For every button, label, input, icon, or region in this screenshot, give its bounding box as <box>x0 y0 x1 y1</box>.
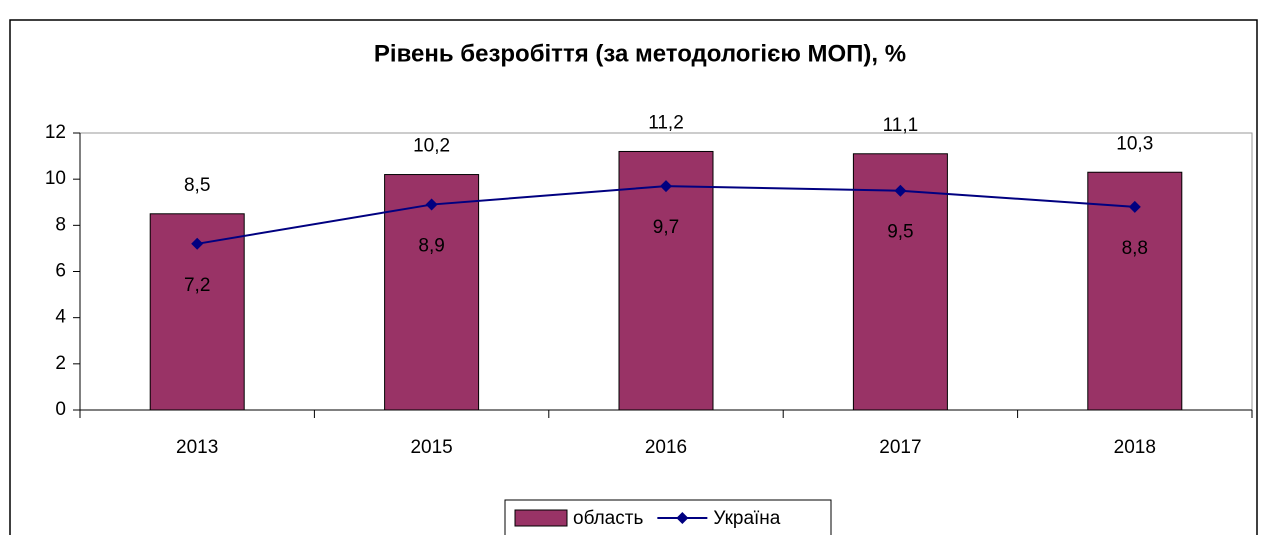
chart-title: Рівень безробіття (за методологією МОП),… <box>374 40 906 67</box>
legend-marker <box>676 512 689 524</box>
line-value-label: 9,5 <box>887 222 913 243</box>
bar <box>618 150 714 411</box>
y-tick-label: 0 <box>55 399 66 420</box>
line-value-label: 8,8 <box>1122 238 1148 259</box>
legend-label: область <box>573 508 643 529</box>
bar-value-label: 11,2 <box>648 112 684 133</box>
line-point <box>425 198 438 211</box>
line-point <box>191 237 204 250</box>
y-tick-label: 6 <box>55 261 66 282</box>
y-tick-label: 12 <box>45 122 66 143</box>
x-tick-label: 2017 <box>879 437 921 458</box>
x-tick-label: 2015 <box>410 437 452 458</box>
x-tick-label: 2016 <box>645 437 687 458</box>
line-point <box>660 180 672 193</box>
y-tick-label: 10 <box>45 168 66 189</box>
y-tick-label: 4 <box>55 307 66 328</box>
bar <box>384 174 480 411</box>
legend-swatch <box>514 509 568 527</box>
legend-label: Україна <box>713 508 780 529</box>
line-value-label: 9,7 <box>653 217 679 238</box>
x-tick-label: 2018 <box>1114 437 1156 458</box>
y-tick-label: 2 <box>55 353 66 374</box>
y-tick-label: 8 <box>55 214 66 235</box>
line-value-label: 7,2 <box>184 275 210 296</box>
bar-value-label: 11,1 <box>883 115 919 136</box>
bar-value-label: 8,5 <box>184 175 210 196</box>
bar-value-label: 10,2 <box>413 136 450 157</box>
line-value-label: 8,9 <box>418 236 444 257</box>
line-point <box>894 184 907 197</box>
line-point <box>1128 200 1141 213</box>
bar-value-label: 10,3 <box>1116 133 1153 154</box>
x-tick-label: 2013 <box>176 437 218 458</box>
